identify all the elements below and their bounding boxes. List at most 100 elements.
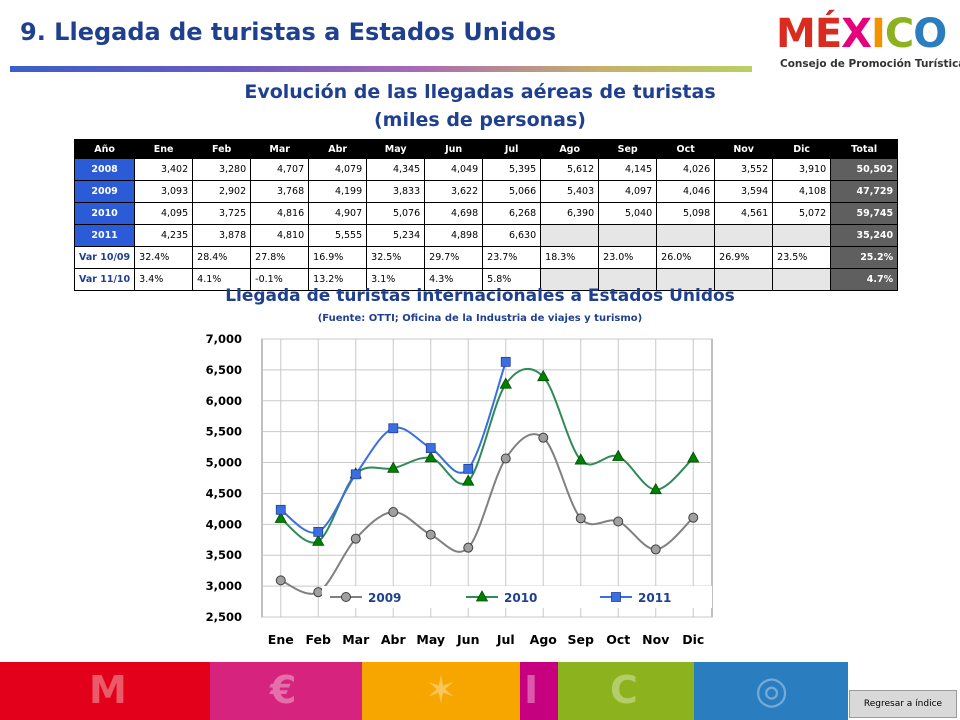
x-tick-label: Mar [342,632,370,647]
y-tick-label: 3,500 [206,548,242,562]
legend-label: 2009 [368,591,401,605]
x-tick-label: Jul [496,632,515,647]
logo-letter: M [776,11,816,57]
data-point-2010 [462,474,475,486]
y-tick-label: 5,500 [206,425,242,439]
x-tick-label: Jun [456,632,479,647]
decorative-glyph-icon: M [89,668,127,712]
data-point-2009 [350,533,361,544]
footer-color-segment: € [210,662,362,720]
decorative-glyph-icon: ✶ [425,668,457,712]
table-cell: 13.2% [308,268,368,291]
y-tick-label: 7,000 [206,332,242,346]
x-tick-label: Feb [306,632,332,647]
row-label: 2008 [73,158,136,181]
chart-subtitle: (Fuente: OTTI; Oficina de la Industria d… [317,313,643,324]
table-cell: 4.3% [424,268,484,291]
y-tick-label: 6,000 [206,394,242,408]
line-chart: 2,500 3,000 3,500 4,000 4,500 5,000 5,500 6,000… [206,332,713,647]
data-point-2010 [574,453,587,465]
data-point-2010 [312,534,325,546]
plot-area [261,338,713,618]
data-point-2009 [425,529,436,540]
table-row: 2011 4,235 3,878 4,810 5,555 5,234 4,898 6,630 3… [73,224,899,247]
table-header-row: Año Ene Feb Mar Abr May Jun Jul Ago Sep Oct Nov Dic T… [73,139,899,159]
x-tick-label: Oct [606,632,630,647]
logo-letter: I [870,11,886,57]
y-tick-label: 2,500 [206,610,242,624]
table-header-cell: Ago [540,139,600,159]
decorative-glyph-icon: I [524,668,539,712]
data-point-2009 [313,587,324,598]
data-point-2010 [687,451,700,463]
data-point-2009 [275,575,286,586]
footer-color-segment: C [558,662,694,720]
legend-marker [475,590,489,602]
back-to-index-button[interactable]: Regresar a índice [849,690,957,718]
data-point-2010 [387,461,400,473]
data-point-2011 [313,526,324,537]
mexico-logo: MÉXICO Consejo de Promoción Turística [776,11,960,74]
logo-letter: É [814,11,842,57]
data-point-2009 [688,512,699,523]
table-cell [540,224,600,247]
data-point-2009 [613,516,624,527]
data-point-2009 [388,507,399,518]
legend-box [322,586,712,608]
x-tick-label: Ago [530,632,558,647]
x-tick-label: Sep [568,632,594,647]
row-total: 50,502 [830,158,899,181]
data-point-2010 [612,449,625,461]
row-total: 59,745 [830,202,899,225]
logo-wordmark: MÉXICO [776,11,947,57]
data-point-2011 [350,469,361,480]
table-header-cell: Jul [482,139,542,159]
table-cell [772,268,832,291]
table-header-cell: Total [830,139,899,159]
table-row: Var 11/10 3.4% 4.1% -0.1% 13.2% 3.1% 4.3% 5.8% 4… [73,268,899,291]
data-point-2009 [650,544,661,555]
footer-color-segment: ◎ [694,662,848,720]
legend-marker [611,592,621,602]
table-cell [772,224,832,247]
row-total: 35,240 [830,224,899,247]
table-header-cell: Mar [250,139,310,159]
data-point-2011 [500,356,511,367]
data-point-2010 [424,451,437,463]
y-tick-label: 3,000 [206,579,242,593]
table-header-cell: Año [73,139,136,159]
y-tick-label: 5,000 [206,456,242,470]
row-label: Var 11/10 [73,268,136,291]
decorative-glyph-icon: ◎ [755,668,789,712]
table-title-line1: Evolución de las llegadas aéreas de turi… [244,81,716,103]
arrivals-table: Año Ene Feb Mar Abr May Jun Jul Ago Sep Oct Nov Dic T… [73,139,899,291]
data-point-2011 [463,463,474,474]
y-tick-label: 4,500 [206,486,242,500]
footer-color-segment: M [0,662,210,720]
footer-color-segment: ✶ [362,662,520,720]
table-header-cell: Ene [134,139,194,159]
data-point-2011 [425,443,436,453]
row-label: 2011 [73,224,136,247]
x-tick-label: Abr [381,632,407,647]
x-tick-label: Dic [682,632,704,647]
logo-subtitle: Consejo de Promoción Turística [780,58,960,70]
data-point-2010 [649,482,662,495]
table-header-cell: May [366,139,426,159]
footer-color-segment: I [520,662,558,720]
y-tick-label: 4,000 [206,517,242,531]
logo-letter: C [884,11,914,57]
logo-letter: X [841,11,872,57]
x-tick-label: Nov [642,632,669,647]
table-header-cell: Nov [714,139,774,159]
data-point-2010 [537,369,550,382]
table-header-cell: Feb [192,139,252,159]
table-cell [714,268,774,291]
data-point-2011 [388,423,399,434]
row-total: 4.7% [830,268,899,291]
logo-letter: O [913,11,947,57]
table-title: Evolución de las llegadas aéreas de turi… [160,78,800,134]
page-title: 9. Llegada de turistas a Estados Unidos [20,18,557,46]
x-tick-label: Ene [268,632,294,647]
table-header-cell: Oct [656,139,716,159]
